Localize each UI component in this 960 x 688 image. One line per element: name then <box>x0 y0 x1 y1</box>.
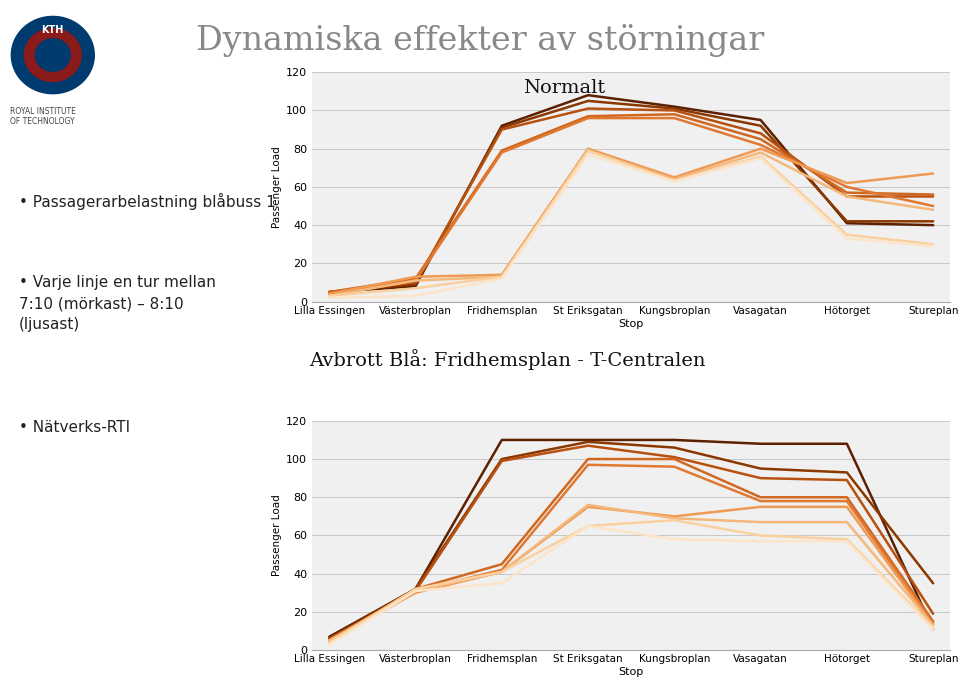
Polygon shape <box>24 29 82 81</box>
Polygon shape <box>36 39 70 72</box>
X-axis label: Stop: Stop <box>618 667 644 677</box>
Y-axis label: Passenger Load: Passenger Load <box>272 146 282 228</box>
X-axis label: Stop: Stop <box>618 319 644 328</box>
Text: Dynamiska effekter av störningar: Dynamiska effekter av störningar <box>196 24 764 57</box>
Text: ROYAL INSTITUTE
OF TECHNOLOGY: ROYAL INSTITUTE OF TECHNOLOGY <box>10 107 76 126</box>
Text: Avbrott Blå: Fridhemsplan - T-Centralen: Avbrott Blå: Fridhemsplan - T-Centralen <box>309 350 706 370</box>
Text: Normalt: Normalt <box>522 79 605 97</box>
Text: • Passagerarbelastning blåbuss 1: • Passagerarbelastning blåbuss 1 <box>19 193 276 210</box>
Text: • Varje linje en tur mellan
7:10 (mörkast) – 8:10
(ljusast): • Varje linje en tur mellan 7:10 (mörkas… <box>19 275 216 332</box>
Y-axis label: Passenger Load: Passenger Load <box>272 495 282 577</box>
Text: • Nätverks-RTI: • Nätverks-RTI <box>19 420 131 435</box>
Polygon shape <box>12 17 94 94</box>
Text: KTH: KTH <box>41 25 64 35</box>
